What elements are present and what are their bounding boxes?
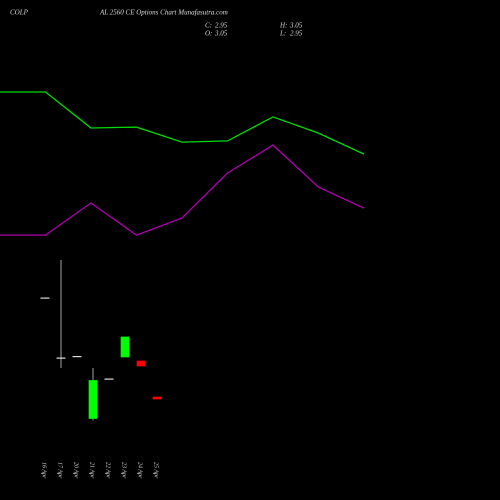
candle-body: [40, 297, 50, 299]
ohlc-value: 2.95: [290, 30, 303, 38]
x-tick-label: 24 Apr: [137, 462, 144, 479]
x-tick-label: 25 Apr: [153, 462, 159, 479]
ohlc-label: L:: [279, 30, 286, 38]
ohlc-value: 3.05: [289, 22, 303, 30]
candle-body: [120, 336, 130, 358]
candle-body: [88, 379, 98, 420]
candle-body: [72, 356, 82, 358]
title-left: COLP: [10, 9, 29, 17]
ohlc-value: 2.95: [215, 22, 228, 30]
candle-body: [152, 396, 162, 400]
ohlc-label: H:: [279, 22, 287, 30]
x-tick-label: 22 Apr: [105, 462, 111, 479]
ohlc-label: C:: [205, 22, 212, 30]
x-tick-label: 17 Apr: [57, 462, 63, 479]
candle-body: [56, 357, 66, 359]
ohlc-value: 3.05: [214, 30, 228, 38]
x-tick-label: 23 Apr: [121, 462, 127, 479]
line: [0, 144, 365, 236]
ohlc-label: O:: [205, 30, 212, 38]
title-right: AL 2560 CE Options Chart Munafasutra.com: [99, 9, 228, 17]
x-tick-label: 20 Apr: [73, 462, 79, 479]
x-tick-label: 21 Apr: [89, 462, 95, 479]
candle-body: [136, 360, 146, 367]
line: [0, 91, 365, 155]
candle-body: [104, 378, 114, 380]
x-tick-label: 16 Apr: [41, 462, 47, 479]
